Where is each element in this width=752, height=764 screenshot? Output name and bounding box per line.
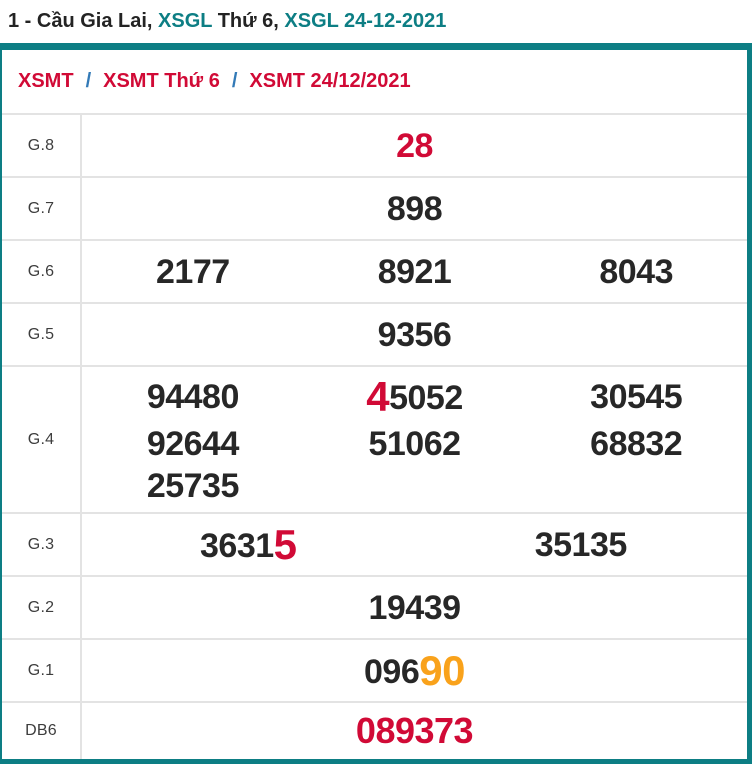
prize-values: 2177 8921 8043 — [82, 241, 747, 302]
digits: 3631 — [200, 526, 274, 565]
prize-label: G.7 — [2, 178, 82, 239]
prize-number: 898 — [82, 192, 747, 226]
breadcrumb: XSMT / XSMT Thứ 6 / XSMT 24/12/2021 — [2, 50, 747, 115]
prize-number: 51062 — [304, 427, 526, 461]
prize-rows: G.8 28 G.7 898 G.6 2177 8921 8043 G.5 9356 G.4 9448… — [2, 115, 747, 759]
digits: 096 — [364, 652, 420, 691]
prize-values: 089373 — [82, 703, 747, 759]
prize-row-g5: G.5 9356 — [2, 304, 747, 367]
page-title: 1 - Cầu Gia Lai, XSGL Thứ 6, XSGL 24-12-… — [0, 0, 752, 43]
prize-label: G.8 — [2, 115, 82, 176]
prize-values: 28 — [82, 115, 747, 176]
prize-number: 8043 — [525, 255, 747, 289]
breadcrumb-item[interactable]: XSMT 24/12/2021 — [249, 70, 411, 92]
digits: 8043 — [599, 252, 673, 291]
prize-label: G.4 — [2, 367, 82, 512]
prize-number: 089373 — [82, 713, 747, 749]
digits: 68832 — [590, 424, 683, 463]
digits: 19439 — [368, 588, 461, 627]
prize-value-line: 94480 45052 30545 — [82, 372, 747, 420]
prize-values: 898 — [82, 178, 747, 239]
prize-value-line: 36315 35135 — [82, 520, 748, 568]
prize-number: 19439 — [82, 591, 747, 625]
prize-value-line: 92644 51062 68832 — [82, 427, 747, 461]
prize-value-line: 898 — [82, 192, 747, 226]
digits: 35135 — [534, 525, 628, 564]
prize-value-line: 25735 — [82, 469, 747, 503]
digits: 30545 — [590, 377, 683, 416]
prize-value-line: 2177 8921 8043 — [82, 255, 747, 289]
prize-row-g8: G.8 28 — [2, 115, 747, 178]
prize-number: 35135 — [415, 528, 748, 562]
title-link[interactable]: XSGL 24-12-2021 — [284, 10, 447, 32]
prize-number: 36315 — [82, 520, 415, 568]
prize-number: 68832 — [525, 427, 747, 461]
prize-row-g6: G.6 2177 8921 8043 — [2, 241, 747, 304]
prize-label: G.1 — [2, 640, 82, 701]
digits: 92644 — [146, 424, 240, 463]
prize-label: DB6 — [2, 703, 82, 759]
prize-label: G.3 — [2, 514, 82, 575]
breadcrumb-separator: / — [231, 70, 238, 92]
highlighted-digits: 28 — [396, 126, 433, 165]
prize-values: 36315 35135 — [82, 514, 747, 575]
prize-number: 2177 — [82, 255, 304, 289]
breadcrumb-item[interactable]: XSMT — [18, 70, 74, 92]
prize-label: G.6 — [2, 241, 82, 302]
prize-number: 28 — [82, 129, 747, 163]
prize-value-line: 09690 — [82, 646, 747, 694]
prize-row-g2: G.2 19439 — [2, 577, 747, 640]
prize-value-line: 28 — [82, 129, 747, 163]
highlighted-digits: 4 — [366, 372, 390, 420]
prize-number: 09690 — [82, 646, 747, 694]
teal-divider-bar — [0, 43, 752, 50]
title-text: 1 - Cầu Gia Lai, — [8, 10, 159, 32]
digits: 51062 — [368, 424, 461, 463]
prize-value-line: 9356 — [82, 318, 747, 352]
prize-value-line: 19439 — [82, 591, 747, 625]
prize-number: 94480 — [82, 380, 304, 414]
prize-number: 45052 — [304, 372, 526, 420]
breadcrumb-item[interactable]: XSMT Thứ 6 — [103, 70, 220, 92]
highlighted-digits: 5 — [273, 520, 297, 568]
prize-row-g1: G.1 09690 — [2, 640, 747, 703]
digits: 898 — [386, 189, 443, 228]
highlighted-digits: 90 — [419, 646, 465, 694]
prize-number: 30545 — [525, 380, 747, 414]
prize-row-db6: DB6 089373 — [2, 703, 747, 759]
prize-number: 92644 — [82, 427, 304, 461]
digits: 9356 — [377, 315, 452, 354]
breadcrumb-separator: / — [85, 70, 92, 92]
digits: 94480 — [146, 377, 240, 416]
highlighted-digits: 089373 — [355, 710, 474, 751]
digits: 8921 — [377, 252, 452, 291]
prize-number: 9356 — [82, 318, 747, 352]
title-text: Thứ 6, — [212, 10, 285, 32]
title-link[interactable]: XSGL — [158, 10, 213, 32]
digits: 2177 — [156, 252, 230, 291]
prize-number: 8921 — [304, 255, 526, 289]
prize-values: 94480 45052 30545 92644 51062 68832 25735 — [82, 367, 747, 512]
prize-row-g3: G.3 36315 35135 — [2, 514, 747, 577]
prize-value-line: 089373 — [82, 713, 747, 749]
prize-row-g7: G.7 898 — [2, 178, 747, 241]
prize-values: 19439 — [82, 577, 747, 638]
prize-label: G.2 — [2, 577, 82, 638]
prize-label: G.5 — [2, 304, 82, 365]
prize-values: 9356 — [82, 304, 747, 365]
prize-values: 09690 — [82, 640, 747, 701]
digits: 5052 — [389, 378, 463, 417]
result-table-panel: XSMT / XSMT Thứ 6 / XSMT 24/12/2021 G.8 28 G.7… — [0, 50, 752, 764]
prize-number: 25735 — [82, 469, 304, 503]
digits: 25735 — [146, 467, 240, 506]
prize-row-g4: G.4 94480 45052 30545 92644 51062 68832 25735 — [2, 367, 747, 514]
